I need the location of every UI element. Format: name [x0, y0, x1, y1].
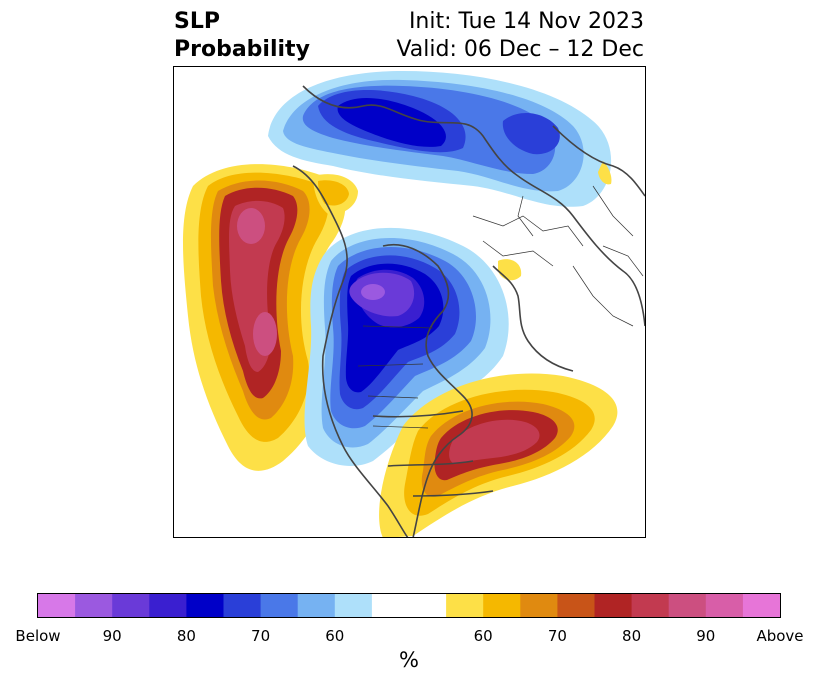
colorbar-segment	[75, 594, 113, 617]
colorbar-segment	[297, 594, 336, 617]
colorbar-segment	[260, 594, 299, 617]
title-valid-range: Valid: 06 Dec – 12 Dec	[396, 37, 644, 62]
colorbar-segment	[483, 594, 521, 617]
colorbar-segment	[371, 594, 410, 617]
colorbar-segment	[223, 594, 262, 617]
map-frame	[173, 66, 646, 538]
colorbar-segment	[409, 594, 447, 617]
colorbar-frame	[37, 593, 781, 618]
coastlines	[292, 85, 646, 538]
chart-title-left: SLP Probability	[174, 8, 310, 64]
colorbar-segment	[742, 594, 781, 617]
colorbar-tick-label: 70	[251, 627, 271, 645]
below-normal-region-north-america	[304, 227, 509, 466]
colorbar-segment	[446, 594, 484, 617]
below-normal-region-arctic	[268, 71, 612, 207]
colorbar-segment	[557, 594, 595, 617]
colorbar-segment	[705, 594, 744, 617]
colorbar-tick-label: 60	[473, 627, 493, 645]
colorbar	[37, 593, 781, 618]
colorbar-tick-label: 90	[102, 627, 122, 645]
colorbar-tick-label: Below	[15, 627, 61, 645]
colorbar-tick-label: 80	[622, 627, 642, 645]
colorbar-tick-label: 60	[325, 627, 345, 645]
colorbar-segment	[334, 594, 373, 617]
colorbar-segment	[520, 594, 558, 617]
colorbar-tick-label: Above	[756, 627, 804, 645]
colorbar-segment	[112, 594, 150, 617]
colorbar-tick-label: 70	[547, 627, 567, 645]
chart-title-right: Init: Tue 14 Nov 2023 Valid: 06 Dec – 12…	[396, 8, 644, 64]
title-init-date: Init: Tue 14 Nov 2023	[408, 9, 644, 34]
colorbar-tick-label: 80	[176, 627, 196, 645]
colorbar-segment	[668, 594, 707, 617]
colorbar-unit-label: %	[399, 648, 419, 672]
title-field: Probability	[174, 37, 310, 62]
colorbar-segment	[38, 594, 76, 617]
colorbar-segment	[594, 594, 633, 617]
colorbar-segment	[149, 594, 187, 617]
borders	[357, 185, 644, 429]
title-variable: SLP	[174, 9, 220, 34]
colorbar-segment	[631, 594, 670, 617]
above-normal-region-pacific	[183, 164, 358, 471]
colorbar-segment	[186, 594, 224, 617]
colorbar-tick-label: 90	[696, 627, 716, 645]
probability-map	[173, 66, 646, 538]
